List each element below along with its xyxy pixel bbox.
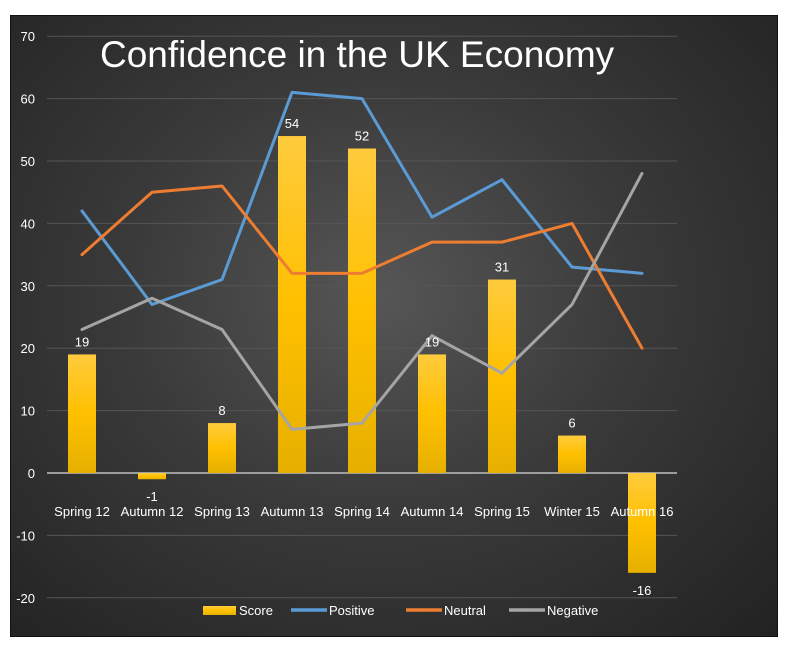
x-tick-label: Spring 12: [54, 504, 110, 519]
data-label: -16: [633, 583, 652, 598]
score-bar: [558, 435, 586, 473]
legend-label: Negative: [547, 603, 598, 618]
legend-label: Score: [239, 603, 273, 618]
data-label: -1: [146, 489, 158, 504]
x-tick-label: Spring 14: [334, 504, 390, 519]
chart-title: Confidence in the UK Economy: [100, 34, 615, 75]
data-label: 52: [355, 129, 369, 144]
score-bar: [488, 279, 516, 473]
line-negative: [80, 171, 644, 431]
data-label: 19: [425, 334, 439, 349]
score-bar: [138, 473, 166, 480]
legend-swatch-score: [203, 606, 236, 615]
x-tick-label: Spring 13: [194, 504, 250, 519]
data-label: 8: [218, 403, 225, 418]
line-neutral: [80, 184, 644, 350]
y-tick-label: 60: [21, 92, 35, 107]
y-tick-label: 30: [21, 279, 35, 294]
y-tick-label: 20: [21, 341, 35, 356]
x-tick-label: Winter 15: [544, 504, 600, 519]
data-label: 19: [75, 334, 89, 349]
data-label: 6: [568, 416, 575, 431]
y-tick-label: 0: [28, 466, 35, 481]
score-bar: [278, 136, 306, 474]
y-tick-label: -10: [16, 528, 35, 543]
x-tick-label: Autumn 16: [611, 504, 674, 519]
y-tick-label: 70: [21, 29, 35, 44]
x-tick-label: Autumn 14: [401, 504, 464, 519]
data-label: 31: [495, 260, 509, 275]
y-tick-label: -20: [16, 591, 35, 606]
x-tick-label: Autumn 13: [261, 504, 324, 519]
y-tick-label: 40: [21, 216, 35, 231]
y-tick-label: 10: [21, 404, 35, 419]
score-bar: [628, 473, 656, 573]
score-bar: [348, 148, 376, 473]
score-bar: [68, 354, 96, 473]
y-tick-label: 50: [21, 154, 35, 169]
legend-label: Neutral: [444, 603, 486, 618]
x-tick-label: Spring 15: [474, 504, 530, 519]
line-positive: [80, 90, 644, 307]
x-tick-label: Autumn 12: [121, 504, 184, 519]
score-bar: [418, 354, 446, 473]
data-label: 54: [285, 116, 299, 131]
score-bar: [208, 423, 236, 473]
legend-label: Positive: [329, 603, 375, 618]
